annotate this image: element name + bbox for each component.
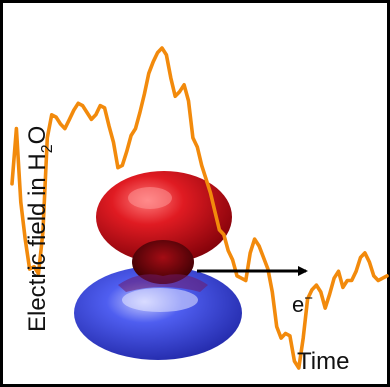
y-axis-label: Electric field in H2O [24,126,56,332]
oxygen-center [132,240,194,284]
electron-label: e− [292,290,313,317]
blue-lobe-highlight [122,288,198,312]
red-lobe-highlight [128,187,172,209]
bond-bridge [118,274,208,292]
x-axis-label: Time [297,348,349,375]
electric-field-line [10,46,389,370]
orbital-illustration [74,171,242,360]
